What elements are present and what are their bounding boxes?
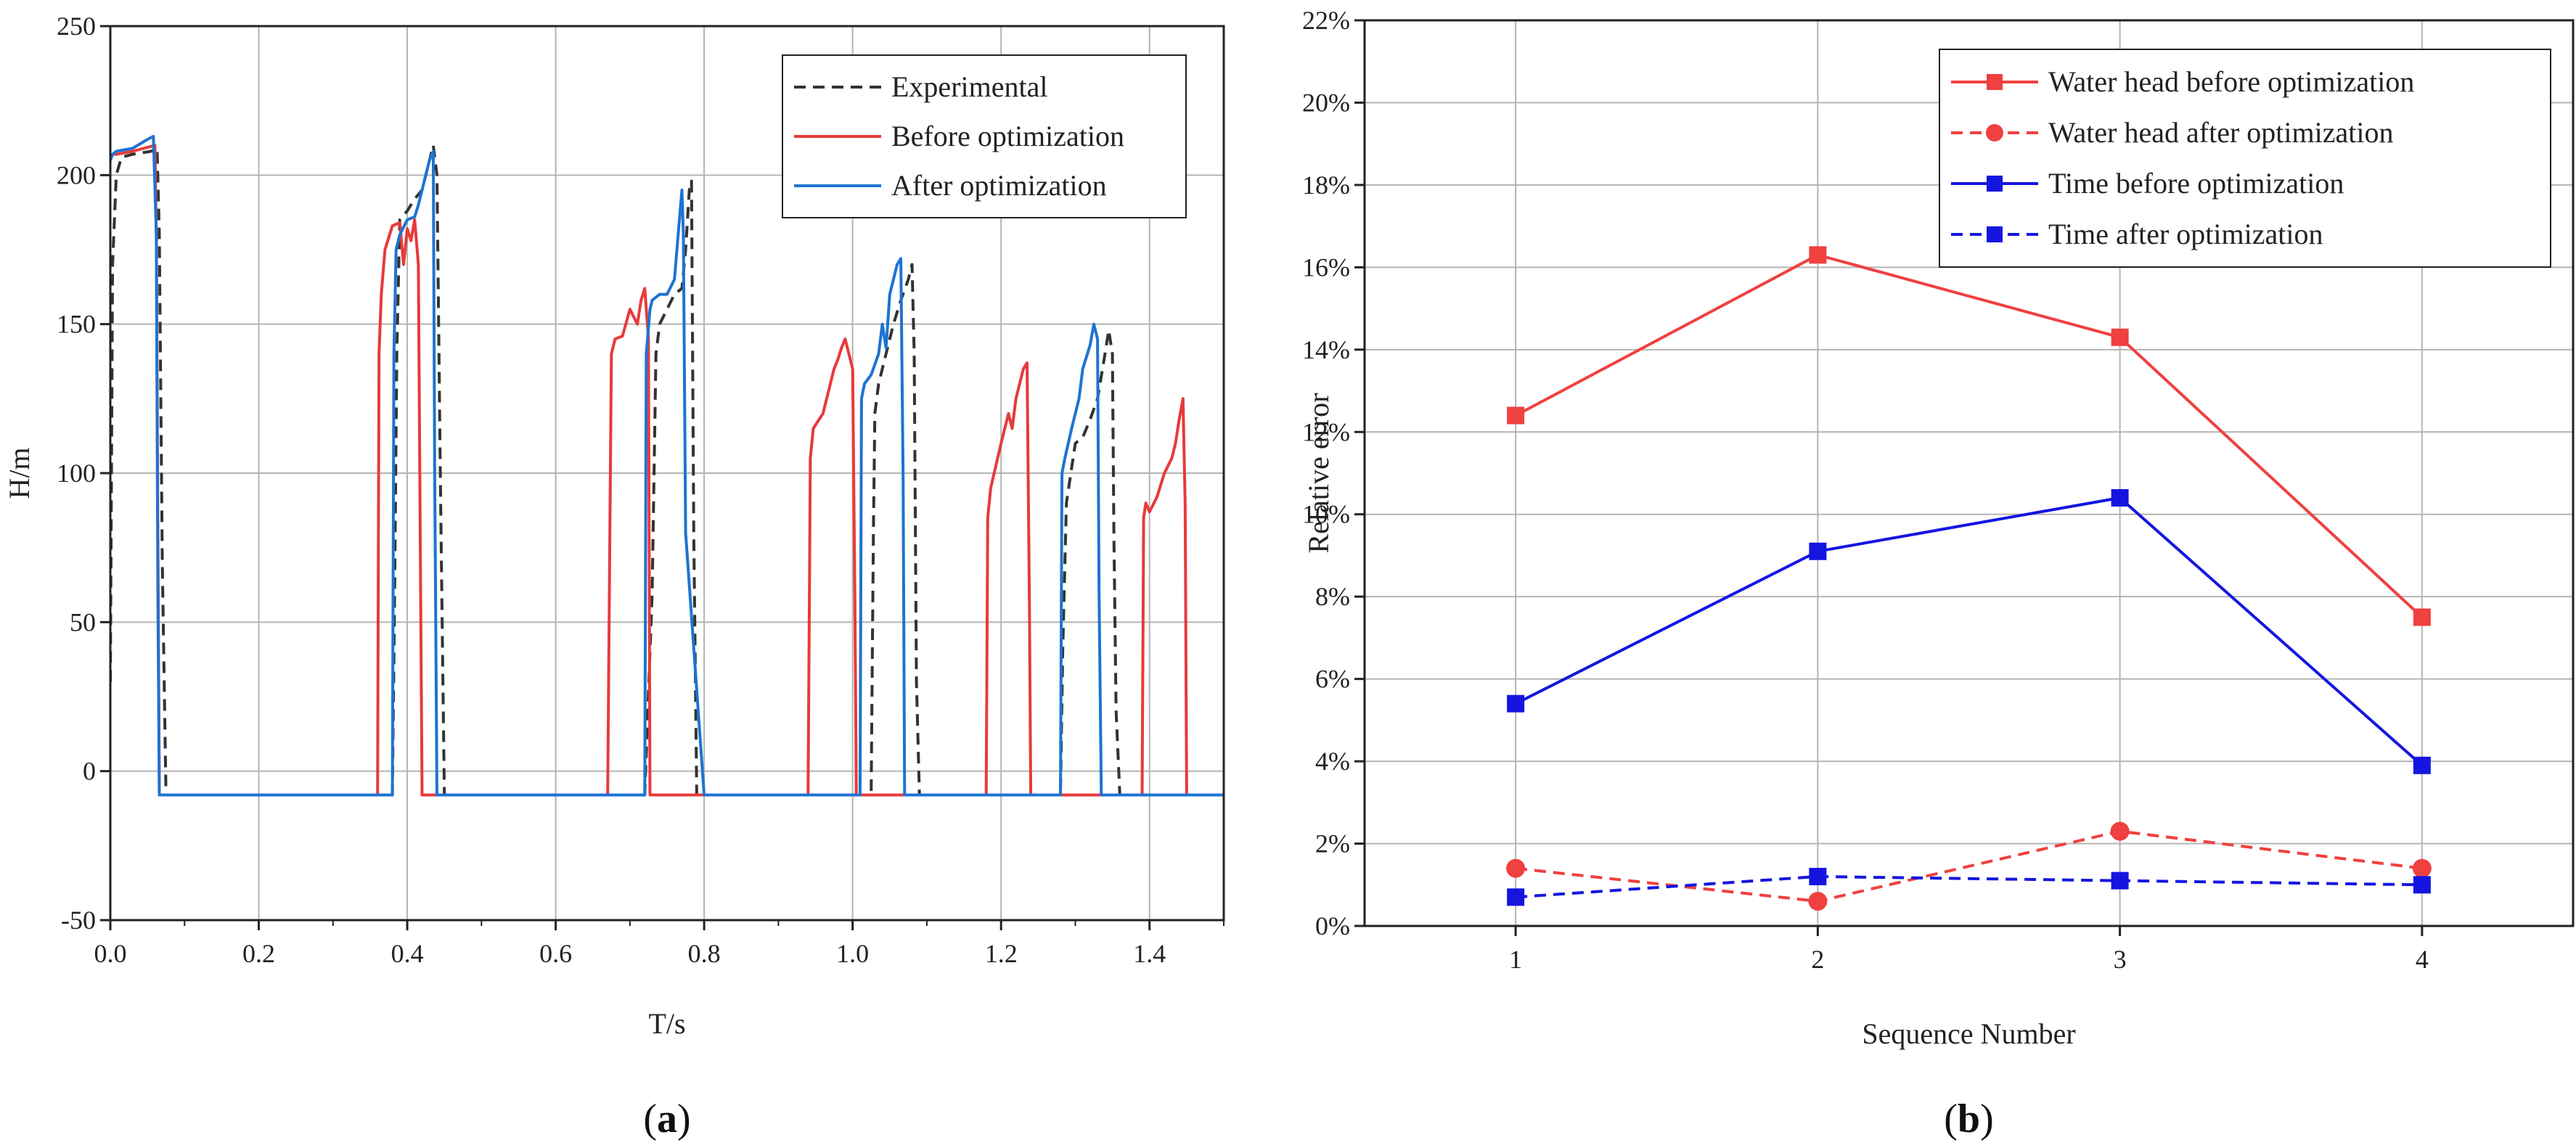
series-line-after-optimization	[110, 134, 1224, 797]
legend-label: Experimental	[891, 70, 1047, 103]
legend-label: Water head after optimization	[2048, 116, 2393, 149]
y-tick-label: 200	[57, 160, 96, 189]
x-tick-label: 4	[2416, 945, 2429, 974]
y-tick-label: 2%	[1315, 829, 1350, 858]
x-tick-label: 0.4	[391, 939, 424, 968]
y-tick-label: -50	[61, 906, 96, 935]
x-tick-label: 2	[1811, 945, 1824, 974]
data-point-water-head-before-optimization	[2413, 608, 2431, 626]
data-point-water-head-before-optimization	[2111, 328, 2129, 346]
y-tick-label: 12%	[1302, 417, 1350, 446]
plot-frame	[109, 25, 1225, 922]
data-point-water-head-after-optimization	[1506, 858, 1526, 878]
data-point-water-head-before-optimization	[1507, 406, 1525, 425]
x-axis-label: T/s	[648, 1007, 685, 1040]
panel-b-chart: 1 2 3 4 0% 2% 4% 6% 8% 10% 12% 14% 16% 18% 20% 22% Seque…	[1302, 6, 2575, 1141]
x-tick-label: 0.6	[539, 939, 572, 968]
panel-label-letter: b	[1958, 1096, 1980, 1141]
panel-label-open: (	[643, 1096, 657, 1141]
data-point-time-before-optimization	[1809, 542, 1827, 560]
y-tick-label: 20%	[1302, 88, 1350, 117]
x-axis-label: Sequence Number	[1862, 1017, 2075, 1050]
data-point-time-before-optimization	[2413, 756, 2431, 774]
panel-label: (a)	[643, 1096, 690, 1141]
legend-marker-water-head-after-optimization	[1986, 124, 2003, 142]
series-line-experimental	[110, 144, 1224, 797]
data-point-water-head-after-optimization	[2412, 858, 2432, 878]
y-tick-label: 100	[57, 459, 96, 488]
x-tick-label: 0.2	[242, 939, 275, 968]
series-line-before-optimization	[110, 144, 1224, 797]
legend-label: After optimization	[891, 169, 1107, 202]
panel-a-chart: 0.0 0.2 0.4 0.6 0.8 1.0 1.2 1.4 -50 0 50 100 150 200 2…	[3, 12, 1225, 1141]
legend-label: Before optimization	[891, 120, 1124, 152]
data-point-time-before-optimization	[2111, 489, 2129, 507]
panel-label-close: )	[677, 1096, 691, 1141]
x-tick-label: 1.4	[1133, 939, 1166, 968]
data-point-water-head-after-optimization	[2110, 821, 2130, 841]
y-tick-label: 0	[83, 757, 96, 786]
data-point-time-after-optimization	[2111, 872, 2129, 890]
series-line-water-head-before-optimization	[1515, 253, 2424, 618]
x-tick-label: 1.0	[836, 939, 869, 968]
y-tick-label: 250	[57, 12, 96, 41]
y-tick-label: 14%	[1302, 335, 1350, 364]
y-tick-label: 8%	[1315, 582, 1350, 611]
y-tick-label: 150	[57, 310, 96, 339]
y-tick-label: 0%	[1315, 911, 1350, 940]
x-tick-label: 0.0	[94, 939, 127, 968]
legend-marker-time-after-optimization	[1987, 226, 2003, 242]
data-point-water-head-after-optimization	[1808, 891, 1828, 911]
legend-marker-water-head-before-optimization	[1987, 74, 2003, 90]
y-axis-label: H/m	[3, 447, 36, 499]
data-point-water-head-before-optimization	[1809, 246, 1827, 264]
y-tick-label: 16%	[1302, 253, 1350, 282]
y-tick-label: 10%	[1302, 500, 1350, 529]
series-line-water-head-after-optimization	[1515, 829, 2423, 903]
legend-label: Time after optimization	[2048, 218, 2323, 250]
y-tick-label: 18%	[1302, 171, 1350, 200]
data-point-time-before-optimization	[1507, 694, 1525, 713]
panel-label-open: (	[1944, 1096, 1958, 1141]
data-point-time-after-optimization	[1507, 888, 1525, 906]
y-axis-label: Relative error	[1302, 393, 1335, 554]
x-tick-label: 1	[1509, 945, 1522, 974]
panel-label-letter: a	[657, 1096, 677, 1141]
panel-label: (b)	[1944, 1096, 1993, 1141]
series-line-time-after-optimization	[1515, 874, 2422, 899]
x-tick-label: 3	[2114, 945, 2127, 974]
series-line-time-before-optimization	[1515, 496, 2424, 767]
y-tick-label: 4%	[1315, 747, 1350, 776]
legend-label: Water head before optimization	[2048, 65, 2414, 98]
y-tick-label: 6%	[1315, 665, 1350, 694]
legend-marker-time-before-optimization	[1987, 176, 2003, 192]
data-point-time-after-optimization	[2413, 876, 2431, 894]
y-tick-label: 22%	[1302, 6, 1350, 35]
panel-label-close: )	[1980, 1096, 1994, 1141]
y-tick-label: 50	[70, 607, 96, 636]
legend-label: Time before optimization	[2048, 167, 2344, 200]
x-tick-label: 0.8	[688, 939, 721, 968]
plot-frame	[1363, 19, 2575, 927]
x-tick-label: 1.2	[985, 939, 1018, 968]
data-point-time-after-optimization	[1809, 867, 1827, 885]
legend-box	[1939, 49, 2551, 268]
